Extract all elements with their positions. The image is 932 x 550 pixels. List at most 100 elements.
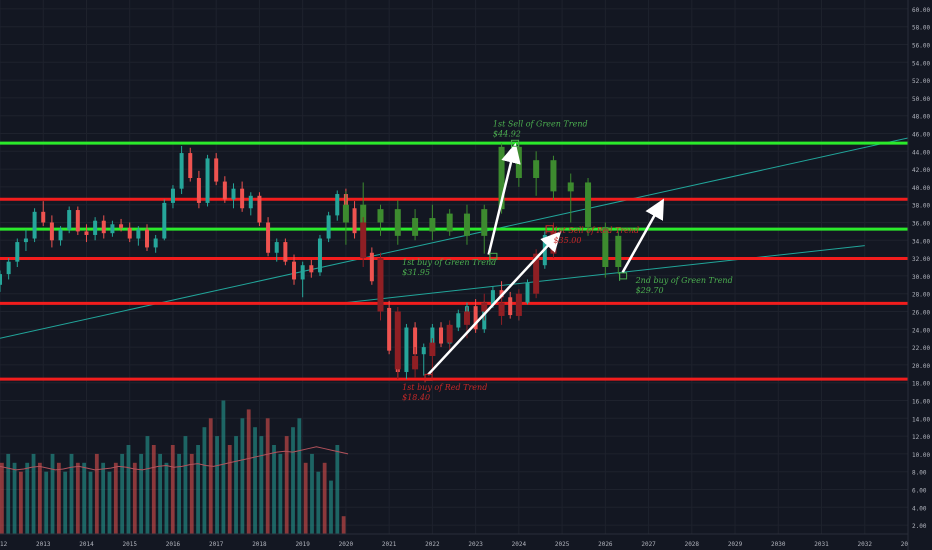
candle-body <box>75 210 80 232</box>
x-tick-label: 2020 <box>339 541 354 548</box>
volume-moving-average <box>0 446 349 471</box>
volume-bar <box>322 462 327 534</box>
candle-body <box>257 195 262 223</box>
candle-body <box>6 261 11 275</box>
volume-bar <box>284 436 289 534</box>
candle-body <box>490 290 495 305</box>
candle-body <box>32 211 37 239</box>
y-tick-label: 18.00 <box>912 381 930 388</box>
volume-bar <box>253 427 257 534</box>
x-tick-label: 2017 <box>209 541 224 548</box>
candle-body <box>439 327 444 344</box>
candle-body <box>153 238 158 248</box>
x-tick-label: 2018 <box>252 541 267 548</box>
volume-bar <box>234 436 238 534</box>
y-tick-label: 48.00 <box>912 114 930 121</box>
red-trend-candle-body <box>446 324 453 343</box>
y-tick-label: 42.00 <box>912 167 930 174</box>
y-tick-label: 34.00 <box>912 238 930 245</box>
y-tick-label: 20.00 <box>912 363 930 370</box>
candle-body <box>248 195 253 209</box>
volume-bar <box>126 445 131 534</box>
volume-bar <box>6 453 11 534</box>
candle-body <box>369 252 374 282</box>
flags <box>424 139 628 383</box>
red-trend-candle-body <box>429 342 436 356</box>
volume-bar <box>25 462 30 534</box>
candle-body <box>58 229 63 241</box>
candle-body <box>421 347 426 355</box>
volume-bar <box>88 471 93 534</box>
x-tick-label: 2012 <box>0 541 8 548</box>
candle-body <box>456 313 461 328</box>
candle-body <box>508 297 513 316</box>
volume-bar <box>50 453 55 534</box>
green-trend-candle-body <box>412 218 419 236</box>
x-tick-label: 2032 <box>858 541 873 548</box>
volume-bar <box>75 462 80 534</box>
annotation-value: $44.92 <box>493 129 521 138</box>
candle-body <box>84 231 89 235</box>
candle-body <box>274 242 279 253</box>
candle-body <box>413 327 418 355</box>
volume-bar <box>208 418 213 534</box>
candle-body <box>0 274 2 285</box>
volume-bar <box>94 453 99 534</box>
green-trend-candle-body <box>429 218 436 232</box>
y-tick-label: 28.00 <box>912 292 930 299</box>
volume-bar <box>183 436 188 534</box>
volume-bar <box>291 427 295 534</box>
annotation-value: $29.70 <box>636 286 664 295</box>
candle-body <box>110 224 115 234</box>
y-axis-background <box>908 0 932 550</box>
green-trend-candle-body <box>463 213 470 236</box>
y-tick-label: 24.00 <box>912 327 930 334</box>
x-tick-label: 2031 <box>814 541 829 548</box>
y-tick-label: 36.00 <box>912 221 930 228</box>
candle-body <box>67 210 72 230</box>
x-tick-label: 2019 <box>295 541 310 548</box>
candle-body <box>326 215 331 239</box>
y-tick-label: 52.00 <box>912 78 930 85</box>
x-tick-label: 2027 <box>641 541 656 548</box>
x-tick-label: 2023 <box>468 541 483 548</box>
candle-body <box>205 158 210 203</box>
red-trend-candle-body <box>377 258 384 312</box>
volume-bar <box>177 453 181 534</box>
volume-bar <box>341 516 346 534</box>
candle-body <box>188 153 193 178</box>
y-tick-label: 10.00 <box>912 452 930 459</box>
y-tick-label: 60.00 <box>912 7 930 14</box>
candle-body <box>196 178 201 203</box>
volume-bar <box>189 453 194 534</box>
green-trend-candle-body <box>533 160 540 178</box>
arrows <box>427 142 664 376</box>
volume-bar <box>82 462 87 534</box>
volume-bar <box>170 445 175 534</box>
x-tick-label: 2026 <box>598 541 613 548</box>
candle-body <box>214 158 219 182</box>
y-tick-label: 38.00 <box>912 203 930 210</box>
candle-body <box>136 229 141 239</box>
y-tick-label: 56.00 <box>912 43 930 50</box>
volume-bar <box>259 436 264 534</box>
green-trend-candle-body <box>446 213 453 232</box>
volume-bar <box>265 418 270 534</box>
y-tick-label: 40.00 <box>912 185 930 192</box>
y-tick-label: 44.00 <box>912 149 930 156</box>
volume-bar <box>113 462 118 534</box>
candle-body <box>93 220 98 235</box>
candle-body <box>300 265 305 280</box>
red-trend-candle-body <box>533 253 540 294</box>
green-trend-candle-body <box>602 226 609 267</box>
annotation-text: 1st Sell of Green Trend <box>493 119 588 128</box>
candle-body <box>317 238 322 273</box>
candle-body <box>266 222 271 253</box>
green-trend-candle-body <box>515 146 522 178</box>
annotation-value: $35.00 <box>553 236 581 245</box>
x-tick-label: 2021 <box>382 541 397 548</box>
red-trend-candle-body <box>515 293 522 316</box>
red-trend-candle-body <box>463 311 470 325</box>
arrow <box>621 198 664 273</box>
